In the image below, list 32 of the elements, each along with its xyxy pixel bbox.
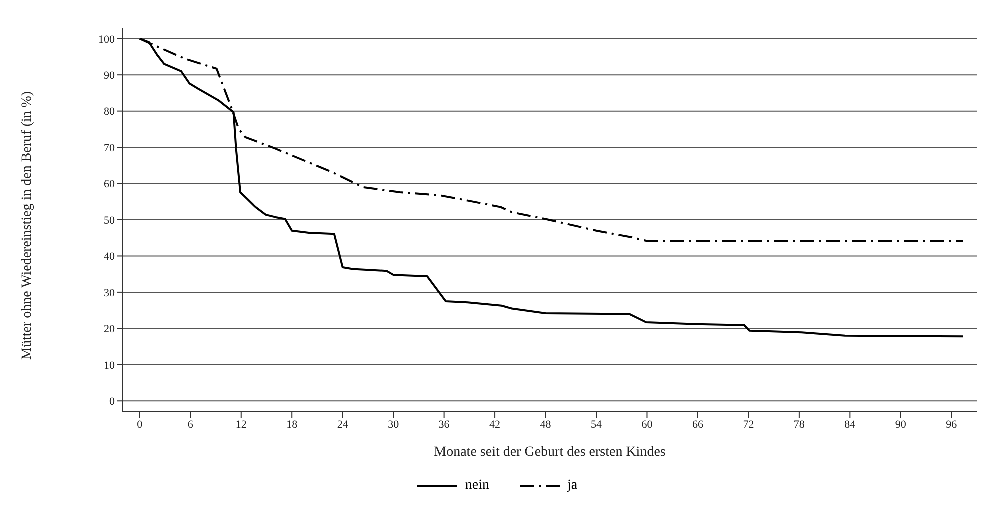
y-tick-label: 0	[110, 396, 116, 408]
y-tick-label: 70	[104, 142, 116, 154]
x-tick-label: 72	[743, 418, 754, 431]
y-axis-title: Mütter ohne Wiedereinstieg in den Beruf (in %)	[20, 91, 35, 360]
x-tick-label: 78	[794, 418, 806, 431]
x-tick-label: 84	[844, 418, 856, 431]
x-tick-label: 12	[236, 418, 247, 431]
legend-label: nein	[465, 478, 490, 494]
x-tick-label: 60	[642, 418, 654, 431]
y-tick-label: 40	[104, 251, 116, 264]
x-tick-label: 6	[188, 418, 194, 431]
x-tick-label: 30	[388, 418, 400, 431]
y-tick-label: 50	[104, 214, 116, 227]
x-tick-label: 90	[895, 418, 907, 431]
y-tick-label: 60	[104, 178, 116, 191]
x-tick-label: 54	[591, 418, 603, 431]
y-tick-label: 20	[104, 324, 116, 336]
y-tick-label: 90	[104, 70, 116, 82]
x-tick-label: 42	[490, 418, 501, 431]
y-tick-label: 100	[98, 34, 116, 46]
x-tick-label: 96	[946, 418, 958, 431]
x-tick-label: 24	[337, 418, 349, 431]
x-tick-label: 0	[137, 418, 144, 431]
x-tick-label: 36	[438, 418, 450, 431]
x-tick-label: 18	[286, 418, 298, 431]
y-tick-label: 30	[104, 287, 116, 300]
x-tick-label: 66	[692, 418, 704, 431]
legend-label: ja	[568, 478, 578, 494]
y-tick-label: 80	[104, 106, 116, 118]
y-tick-label: 10	[104, 360, 116, 372]
x-axis-title: Monate seit der Geburt des ersten Kindes	[434, 445, 666, 460]
x-tick-label: 48	[540, 418, 552, 431]
